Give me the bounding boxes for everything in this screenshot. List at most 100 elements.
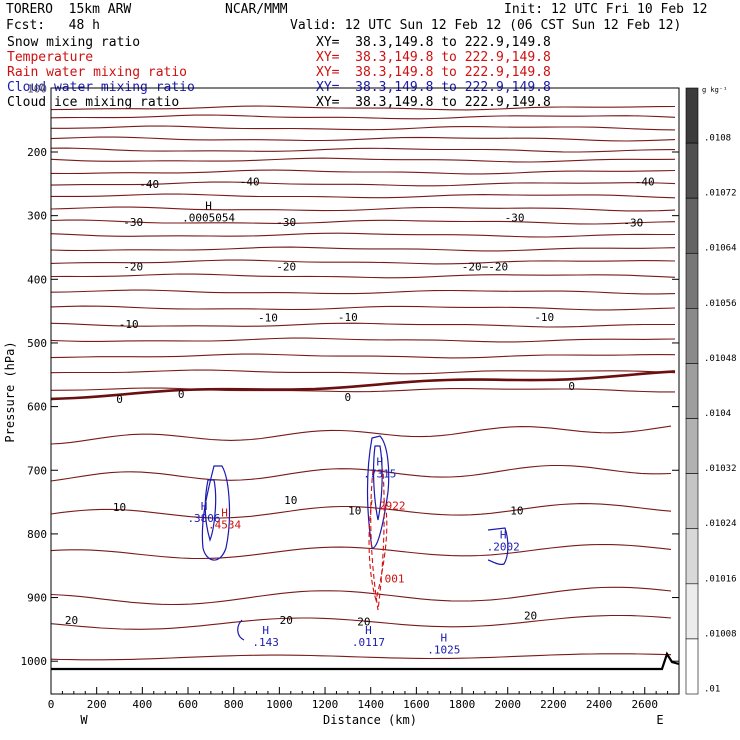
colorbar-swatch — [685, 583, 699, 640]
xy-rain: XY= 38.3,149.8 to 222.9,149.8 — [316, 65, 551, 80]
rain-contour — [370, 469, 385, 611]
colorbar-swatch — [685, 308, 699, 364]
x-tick-label: 800 — [224, 698, 244, 711]
x-tick-label: 0 — [48, 698, 55, 711]
colorbar-tick-label: .01072 — [704, 189, 737, 199]
chart-labels: -40 -40 -40 -30 -30 -30 -30 -20 -20 -20−-20 -10 -10… — [65, 175, 655, 656]
temperature-label: -20 — [123, 261, 143, 274]
extremum-marker: H — [201, 500, 208, 513]
legend-cloud-ice: Cloud ice mixing ratio — [7, 95, 180, 110]
model-title: TORERO 15km ARW — [6, 2, 132, 17]
temperature-label: -30 — [505, 212, 525, 225]
y-tick-label: 400 — [27, 273, 47, 286]
cloud-water-contour — [204, 479, 217, 542]
temperature-label: 0 — [116, 393, 123, 406]
temperature-label: 10 — [348, 504, 361, 517]
isotherm-line — [50, 232, 675, 238]
isotherm-line — [50, 387, 675, 393]
rain-contour — [368, 499, 388, 603]
temperature-label: 10 — [284, 494, 297, 507]
valid-time: Valid: 12 UTC Sun 12 Feb 12 (06 CST Sun … — [290, 18, 682, 33]
isotherm-line — [50, 543, 672, 560]
isotherm-line — [50, 614, 672, 630]
extremum-value: .2922 — [372, 499, 405, 512]
y-tick-label: 500 — [27, 337, 47, 350]
isotherm-line — [50, 246, 676, 252]
colorbar-swatch — [685, 363, 699, 419]
isotherm-line — [50, 322, 675, 328]
colorbar-tick-label: .01 — [704, 684, 720, 694]
isotherm-line — [50, 369, 676, 375]
x-tick-label: 1600 — [403, 698, 430, 711]
x-end-west: W — [80, 713, 88, 727]
isotherm-line — [50, 464, 672, 482]
temperature-label: 10 — [113, 501, 126, 514]
hydrometeor-contours — [201, 435, 509, 641]
extremum-value: .001 — [378, 572, 405, 585]
cloud-water-contour — [366, 435, 390, 549]
legend-rain: Rain water mixing ratio — [7, 65, 188, 80]
colorbar-tick-label: .0104 — [704, 409, 731, 419]
extremum-value: .143 — [252, 636, 279, 649]
x-axis-label: Distance (km) — [323, 713, 417, 727]
colorbar-swatch — [685, 528, 699, 585]
isotherm-line — [51, 125, 676, 131]
colorbar-tick-label: .01008 — [704, 629, 737, 639]
temperature-label: -40 — [139, 178, 159, 191]
x-tick-label: 1200 — [312, 698, 339, 711]
isotherm-line — [50, 157, 676, 163]
colorbar-tick-label: .0108 — [704, 134, 731, 144]
legend-snow: Snow mixing ratio — [7, 35, 141, 50]
y-tick-label: 200 — [27, 146, 47, 159]
temperature-label: 10 — [510, 504, 523, 517]
axes: 0 200 400 600 800 1000 1200 1400 1600 1800 2000 220… — [21, 82, 679, 711]
temperature-label: -40 — [240, 175, 260, 188]
x-tick-label: 400 — [132, 698, 152, 711]
temperature-label: -10 — [119, 318, 139, 331]
colorbar-tick-label: .01032 — [704, 464, 737, 474]
terrain-line — [51, 651, 680, 671]
colorbar-tick-label: .01056 — [704, 299, 737, 309]
colorbar-swatch — [685, 418, 699, 474]
colorbar-tick-label: .01064 — [704, 244, 737, 254]
y-tick-label: 600 — [27, 401, 47, 414]
temperature-label: -10 — [534, 311, 554, 324]
x-tick-label: 2200 — [540, 698, 567, 711]
legend-temperature: Temperature — [7, 50, 94, 65]
isotherm-line — [50, 305, 676, 311]
extremum-value: .7315 — [363, 467, 396, 480]
colorbar-tick-label: .01024 — [704, 519, 737, 529]
extremum-marker: H — [205, 200, 212, 213]
extremum-marker: H — [221, 506, 228, 519]
colorbar-swatch — [685, 252, 699, 309]
forecast-hour: Fcst: 48 h — [6, 18, 100, 33]
x-tick-label: 2600 — [631, 698, 658, 711]
extremum-value: .3806 — [187, 512, 220, 525]
colorbar: .0108 .01072 .01064 .01056 .01048 .0104 .01032… — [685, 86, 737, 695]
temperature-label: -30 — [623, 217, 643, 230]
isotherm-line — [50, 653, 672, 661]
x-tick-label: 200 — [87, 698, 107, 711]
cloud-water-contour — [487, 527, 509, 566]
y-tick-label-partial: 100 — [27, 82, 47, 95]
y-tick-label: 300 — [27, 210, 47, 223]
colorbar-swatch — [685, 473, 699, 530]
colorbar-swatch — [685, 638, 699, 695]
temperature-label: 0 — [568, 380, 575, 393]
isotherm-line — [50, 503, 672, 519]
x-tick-label: 2000 — [494, 698, 521, 711]
temperature-label: 20 — [280, 614, 293, 627]
isotherm-line — [51, 193, 676, 199]
extremum-marker: H — [365, 624, 372, 637]
extremum-marker: H — [262, 624, 269, 637]
zero-isotherm — [50, 370, 676, 401]
x-end-east: E — [656, 713, 663, 727]
isotherm-line — [50, 273, 676, 279]
temperature-label: 20 — [524, 609, 537, 622]
x-tick-label: 600 — [178, 698, 198, 711]
y-tick-label: 1000 — [21, 655, 48, 668]
colorbar-swatch — [685, 142, 699, 199]
xy-snow: XY= 38.3,149.8 to 222.9,149.8 — [316, 35, 551, 50]
isotherm-line — [50, 219, 676, 225]
